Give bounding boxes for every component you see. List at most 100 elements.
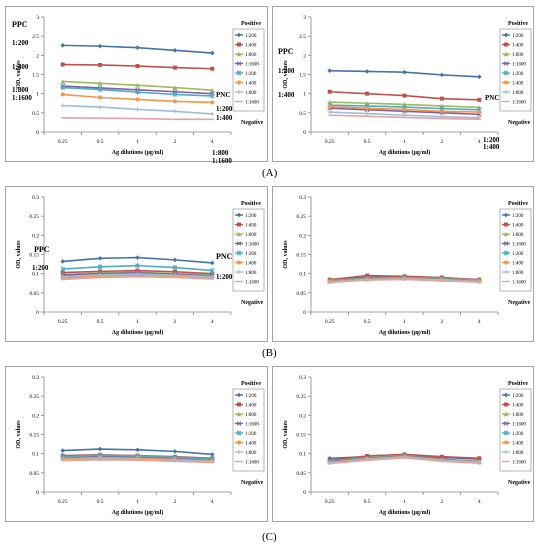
data-point [237, 42, 241, 47]
chart-svg: 0 0.05 0.1 0.15 0.2 0.25 0.3 0.25 0.5 1 2 4 Ag dilut… [283, 195, 532, 336]
data-point [135, 82, 140, 88]
data-point [210, 260, 215, 266]
data-point [237, 80, 241, 85]
data-point [503, 241, 509, 246]
data-point [97, 81, 103, 86]
y-tick-label: 0.15 [29, 253, 39, 259]
chart-annotation: 1:400 [278, 91, 295, 99]
data-point [236, 421, 242, 426]
data-point [135, 255, 140, 260]
chart-svg: 0 0.05 0.1 0.15 0.2 0.25 0.3 0.25 0.5 1 2 4 Ag dilut… [16, 375, 265, 516]
chart-annotation: 1:1600 [12, 94, 32, 102]
y-tick-label: 2.5 [32, 34, 39, 40]
y-tick-label: 0 [303, 310, 306, 316]
x-tick-label: 1 [403, 499, 406, 505]
legend-box [499, 208, 532, 292]
data-point [98, 62, 103, 67]
chart-annotation: 1:200 [32, 264, 49, 272]
x-tick-label: 2 [441, 139, 444, 145]
data-point [327, 68, 332, 73]
data-point [210, 111, 215, 116]
data-point [60, 259, 65, 264]
x-axis-label: Ag dilutions (µg/ml) [112, 149, 163, 156]
data-point [172, 99, 177, 104]
data-point [236, 61, 242, 66]
data-point [60, 103, 65, 108]
legend-label: 1:400 [245, 262, 257, 267]
data-point [60, 85, 66, 91]
legend-box [232, 28, 265, 112]
y-tick-label: 0.2 [32, 233, 39, 239]
data-point [477, 110, 482, 115]
data-point [237, 260, 241, 265]
data-point [60, 448, 65, 453]
y-tick-label: 0.15 [296, 253, 306, 259]
legend-label: 1:400 [512, 224, 524, 229]
y-tick-label: 0.3 [32, 195, 39, 201]
chart-annotation: PPC [12, 20, 28, 29]
legend-label: 1:1600 [512, 101, 526, 106]
data-point [98, 272, 103, 277]
legend-label: 1:400 [245, 224, 257, 229]
x-tick-label: 1 [136, 139, 139, 145]
x-tick-label: 2 [174, 139, 177, 145]
y-tick-label: 0.05 [29, 291, 39, 297]
legend-box [499, 388, 532, 472]
y-tick-label: 0.5 [299, 111, 306, 117]
x-axis-label: Ag dilutions (µg/ml) [379, 509, 430, 516]
legend-label: 1:800 [245, 53, 257, 58]
x-tick-label: 0.5 [97, 499, 104, 505]
chart-annotation: PPC [278, 47, 294, 56]
y-tick-label: 0.3 [32, 375, 39, 381]
chart-svg: 0 0.05 0.1 0.15 0.2 0.25 0.3 0.25 0.5 1 2 4 Ag dilut… [16, 195, 265, 336]
data-point [477, 74, 482, 80]
y-tick-label: 0.2 [299, 413, 306, 419]
data-point [439, 109, 444, 114]
data-point [504, 440, 508, 445]
legend-label: 1:1600 [512, 243, 526, 248]
data-point [237, 402, 241, 407]
legend-label: 1:400 [512, 442, 524, 447]
x-tick-label: 0.25 [58, 139, 68, 145]
data-point [503, 51, 509, 57]
data-point [402, 113, 407, 118]
data-point [365, 106, 370, 111]
data-point [503, 421, 509, 426]
y-tick-label: 0.25 [296, 214, 306, 220]
legend-label: 1:1600 [245, 461, 259, 466]
data-point [210, 274, 215, 279]
legend-box [232, 388, 265, 472]
x-axis-label: Ag dilutions (µg/ml) [379, 149, 430, 156]
legend-label: 1:200 [512, 394, 524, 399]
legend-label: 1:800 [245, 233, 257, 238]
data-point [504, 222, 508, 227]
chart-annotation: 1:200 [483, 136, 500, 144]
chart-svg: 0 0.05 0.1 0.15 0.2 0.25 0.3 0.25 0.5 1 2 4 Ag dilut… [283, 375, 532, 516]
x-tick-label: 4 [478, 319, 481, 325]
y-tick-label: 0.2 [299, 233, 306, 239]
legend-label: 1:400 [512, 82, 524, 87]
y-tick-label: 1 [303, 92, 306, 98]
data-point [236, 392, 242, 398]
legend-title-negative: Negative [241, 120, 264, 126]
data-point [237, 270, 241, 274]
legend-title-negative: Negative [241, 300, 264, 306]
data-point [504, 270, 508, 274]
y-tick-label: 0 [36, 130, 39, 136]
data-point [135, 89, 140, 95]
data-point [209, 268, 215, 274]
chart-annotation: PNC [216, 91, 230, 99]
data-point [439, 72, 445, 78]
data-point [327, 99, 332, 105]
chart-annotation: PPC [34, 245, 50, 254]
data-point [236, 411, 242, 417]
data-point [503, 430, 509, 436]
legend-label: 1:800 [512, 53, 524, 58]
legend-label: 1:200 [245, 214, 257, 219]
data-point [135, 45, 140, 50]
data-point [60, 62, 65, 67]
data-point [504, 450, 508, 454]
legend-label: 1:400 [245, 442, 257, 447]
y-tick-label: 1 [36, 92, 39, 98]
y-tick-label: 0 [303, 490, 306, 496]
